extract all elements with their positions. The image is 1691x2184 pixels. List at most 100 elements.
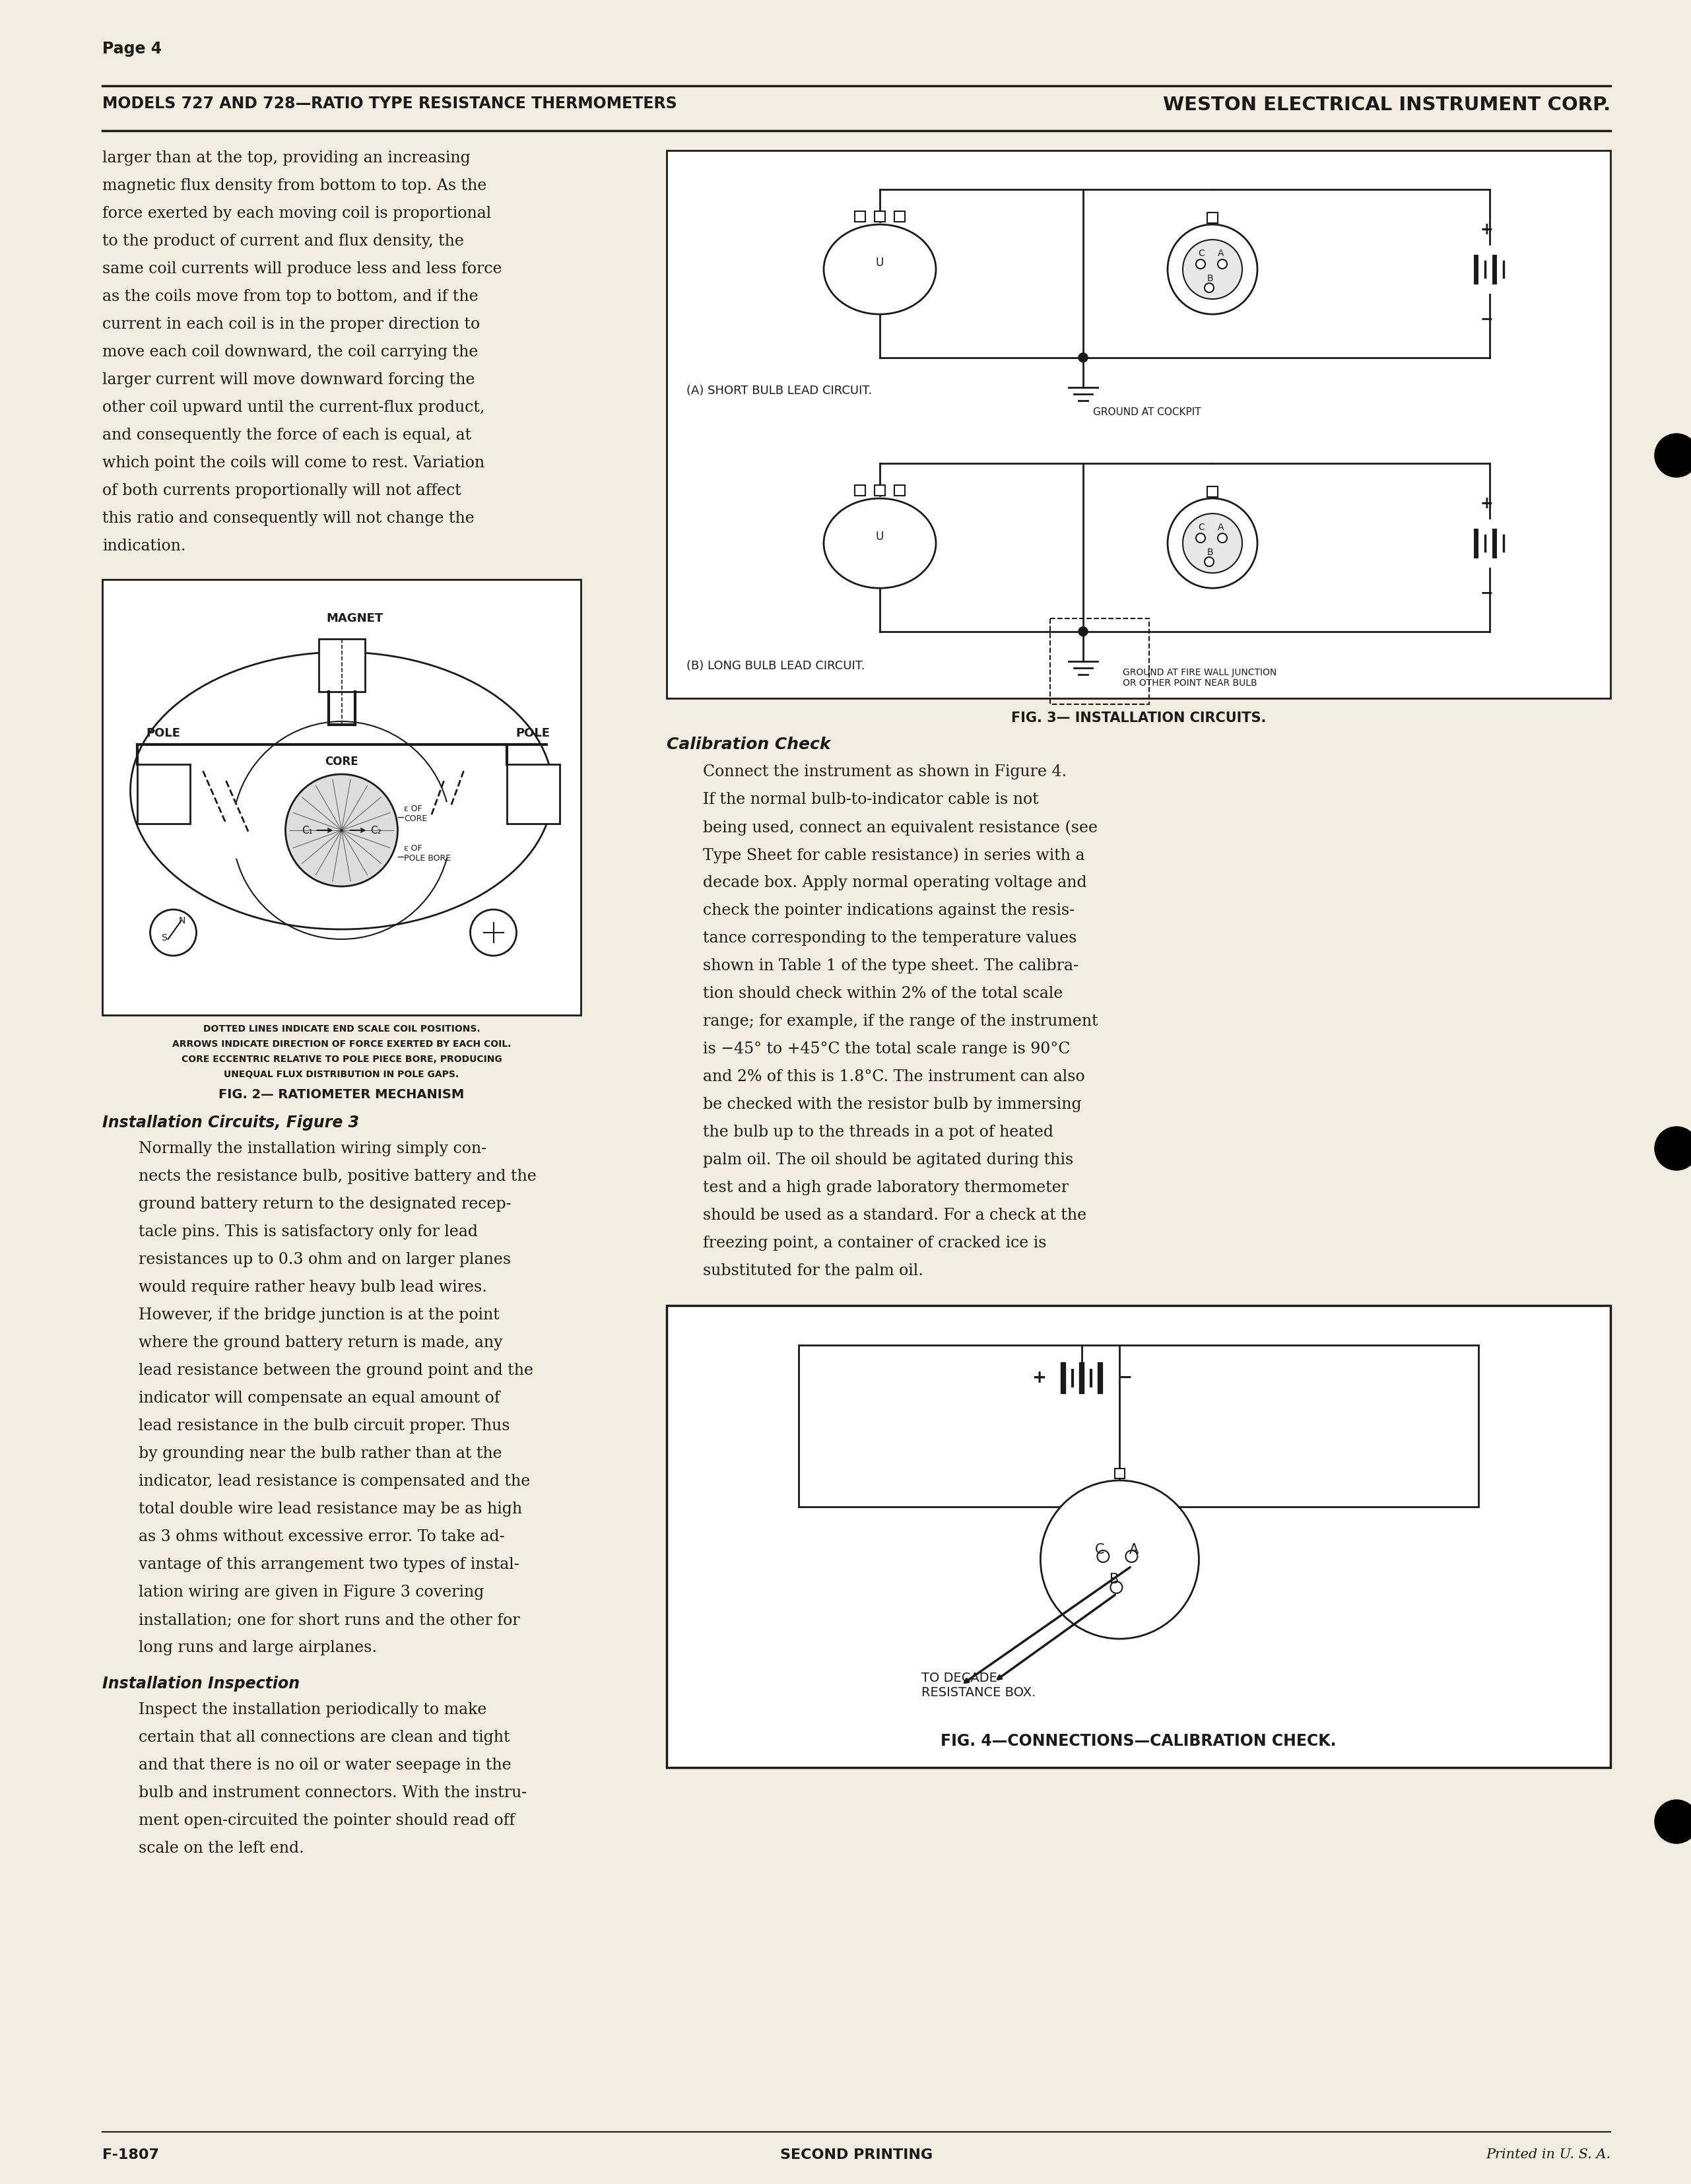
Bar xyxy=(507,764,560,823)
Bar xyxy=(318,640,365,692)
Text: U: U xyxy=(876,531,884,542)
Text: C: C xyxy=(1096,1544,1104,1557)
Text: C: C xyxy=(1197,522,1204,533)
Text: Inspect the installation periodically to make: Inspect the installation periodically to… xyxy=(139,1701,487,1717)
Text: shown in Table 1 of the type sheet. The calibra-: shown in Table 1 of the type sheet. The … xyxy=(703,959,1079,974)
Text: FIG. 4—CONNECTIONS—CALIBRATION CHECK.: FIG. 4—CONNECTIONS—CALIBRATION CHECK. xyxy=(940,1734,1336,1749)
Text: B: B xyxy=(1207,273,1214,284)
Text: Page 4: Page 4 xyxy=(101,41,162,57)
Circle shape xyxy=(1182,513,1243,572)
Bar xyxy=(1207,212,1218,223)
Text: A: A xyxy=(1130,1544,1140,1557)
Text: CORE ECCENTRIC RELATIVE TO POLE PIECE BORE, PRODUCING: CORE ECCENTRIC RELATIVE TO POLE PIECE BO… xyxy=(181,1055,502,1064)
Text: GROUND AT FIRE WALL JUNCTION
OR OTHER POINT NEAR BULB: GROUND AT FIRE WALL JUNCTION OR OTHER PO… xyxy=(1123,668,1277,688)
Text: −: − xyxy=(1118,1369,1133,1387)
Text: +: + xyxy=(1480,223,1493,238)
Text: F-1807: F-1807 xyxy=(101,2149,159,2162)
Circle shape xyxy=(1196,533,1206,542)
Circle shape xyxy=(1204,284,1214,293)
Circle shape xyxy=(1079,627,1087,636)
Text: B: B xyxy=(1207,548,1214,557)
Bar xyxy=(1207,487,1218,498)
Text: substituted for the palm oil.: substituted for the palm oil. xyxy=(703,1262,923,1278)
Circle shape xyxy=(1182,240,1243,299)
Bar xyxy=(1114,1468,1125,1479)
Text: test and a high grade laboratory thermometer: test and a high grade laboratory thermom… xyxy=(703,1179,1069,1195)
Bar xyxy=(798,1345,1478,1507)
Text: this ratio and consequently will not change the: this ratio and consequently will not cha… xyxy=(101,511,475,526)
Text: Normally the installation wiring simply con-: Normally the installation wiring simply … xyxy=(139,1142,487,1155)
Text: installation; one for short runs and the other for: installation; one for short runs and the… xyxy=(139,1612,519,1627)
Text: UNEQUAL FLUX DISTRIBUTION IN POLE GAPS.: UNEQUAL FLUX DISTRIBUTION IN POLE GAPS. xyxy=(223,1070,458,1079)
Bar xyxy=(854,485,866,496)
Text: −: − xyxy=(1480,585,1493,601)
Circle shape xyxy=(1204,557,1214,566)
Text: POLE: POLE xyxy=(145,727,181,738)
Text: ε OF
CORE: ε OF CORE xyxy=(404,804,428,823)
Text: tacle pins. This is satisfactory only for lead: tacle pins. This is satisfactory only fo… xyxy=(139,1225,479,1241)
Text: ε OF
POLE BORE: ε OF POLE BORE xyxy=(404,845,451,863)
Text: CORE: CORE xyxy=(325,756,358,767)
Text: magnetic flux density from bottom to top. As the: magnetic flux density from bottom to top… xyxy=(101,179,487,194)
Text: bulb and instrument connectors. With the instru-: bulb and instrument connectors. With the… xyxy=(139,1784,528,1800)
Text: DOTTED LINES INDICATE END SCALE COIL POSITIONS.: DOTTED LINES INDICATE END SCALE COIL POS… xyxy=(203,1024,480,1033)
Text: force exerted by each moving coil is proportional: force exerted by each moving coil is pro… xyxy=(101,205,490,221)
Text: be checked with the resistor bulb by immersing: be checked with the resistor bulb by imm… xyxy=(703,1096,1082,1112)
Text: tance corresponding to the temperature values: tance corresponding to the temperature v… xyxy=(703,930,1077,946)
Text: check the pointer indications against the resis-: check the pointer indications against th… xyxy=(703,902,1074,917)
Text: larger current will move downward forcing the: larger current will move downward forcin… xyxy=(101,371,475,387)
Text: resistances up to 0.3 ohm and on larger planes: resistances up to 0.3 ohm and on larger … xyxy=(139,1251,511,1267)
Text: However, if the bridge junction is at the point: However, if the bridge junction is at th… xyxy=(139,1308,499,1324)
Text: same coil currents will produce less and less force: same coil currents will produce less and… xyxy=(101,262,502,277)
Circle shape xyxy=(1097,1551,1109,1562)
Text: C₁: C₁ xyxy=(301,826,313,834)
Text: and 2% of this is 1.8°C. The instrument can also: and 2% of this is 1.8°C. The instrument … xyxy=(703,1070,1086,1085)
Text: larger than at the top, providing an increasing: larger than at the top, providing an inc… xyxy=(101,151,470,166)
Circle shape xyxy=(1218,260,1228,269)
Bar xyxy=(874,485,884,496)
Bar xyxy=(895,485,905,496)
Text: MODELS 727 AND 728—RATIO TYPE RESISTANCE THERMOMETERS: MODELS 727 AND 728—RATIO TYPE RESISTANCE… xyxy=(101,96,676,111)
Text: Connect the instrument as shown in Figure 4.: Connect the instrument as shown in Figur… xyxy=(703,764,1067,780)
Circle shape xyxy=(1218,533,1228,542)
Circle shape xyxy=(1196,260,1206,269)
Text: to the product of current and flux density, the: to the product of current and flux densi… xyxy=(101,234,463,249)
Bar xyxy=(874,212,884,223)
Text: as 3 ohms without excessive error. To take ad-: as 3 ohms without excessive error. To ta… xyxy=(139,1529,504,1544)
Text: of both currents proportionally will not affect: of both currents proportionally will not… xyxy=(101,483,462,498)
Text: tion should check within 2% of the total scale: tion should check within 2% of the total… xyxy=(703,985,1064,1000)
Text: B: B xyxy=(1109,1572,1119,1586)
Text: palm oil. The oil should be agitated during this: palm oil. The oil should be agitated dur… xyxy=(703,1153,1074,1168)
Text: which point the coils will come to rest. Variation: which point the coils will come to rest.… xyxy=(101,456,485,470)
Text: would require rather heavy bulb lead wires.: would require rather heavy bulb lead wir… xyxy=(139,1280,487,1295)
Text: by grounding near the bulb rather than at the: by grounding near the bulb rather than a… xyxy=(139,1446,502,1461)
Text: ARROWS INDICATE DIRECTION OF FORCE EXERTED BY EACH COIL.: ARROWS INDICATE DIRECTION OF FORCE EXERT… xyxy=(172,1040,511,1048)
Circle shape xyxy=(1655,1800,1691,1843)
Text: move each coil downward, the coil carrying the: move each coil downward, the coil carryi… xyxy=(101,345,479,360)
Text: (B) LONG BULB LEAD CIRCUIT.: (B) LONG BULB LEAD CIRCUIT. xyxy=(687,660,866,673)
Text: Type Sheet for cable resistance) in series with a: Type Sheet for cable resistance) in seri… xyxy=(703,847,1084,863)
Text: scale on the left end.: scale on the left end. xyxy=(139,1841,304,1856)
Bar xyxy=(666,1306,1610,1767)
Text: C₂: C₂ xyxy=(370,826,382,834)
Text: MAGNET: MAGNET xyxy=(326,612,384,625)
Text: Printed in U. S. A.: Printed in U. S. A. xyxy=(1486,2149,1610,2160)
Circle shape xyxy=(1126,1551,1138,1562)
Text: and consequently the force of each is equal, at: and consequently the force of each is eq… xyxy=(101,428,472,443)
Circle shape xyxy=(1655,435,1691,476)
Ellipse shape xyxy=(824,225,935,314)
Text: Installation Circuits, Figure 3: Installation Circuits, Figure 3 xyxy=(101,1114,358,1131)
Circle shape xyxy=(1040,1481,1199,1638)
Bar xyxy=(101,579,580,1016)
Text: A: A xyxy=(1218,522,1224,533)
Text: SECOND PRINTING: SECOND PRINTING xyxy=(780,2149,933,2162)
Circle shape xyxy=(470,909,516,957)
Circle shape xyxy=(1167,225,1258,314)
Text: −: − xyxy=(1480,310,1493,328)
Bar xyxy=(1050,618,1150,703)
Text: other coil upward until the current-flux product,: other coil upward until the current-flux… xyxy=(101,400,485,415)
Circle shape xyxy=(1079,354,1087,363)
Text: long runs and large airplanes.: long runs and large airplanes. xyxy=(139,1640,377,1655)
Text: indicator will compensate an equal amount of: indicator will compensate an equal amoun… xyxy=(139,1391,501,1406)
Ellipse shape xyxy=(130,653,553,930)
